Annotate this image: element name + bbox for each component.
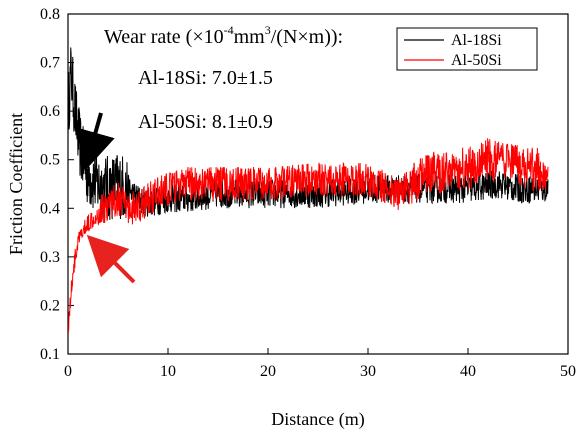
y-tick-label: 0.8 (40, 6, 60, 23)
x-tick-label: 50 (560, 363, 576, 380)
plot-frame (67, 13, 569, 355)
x-tick-label: 0 (64, 363, 72, 380)
y-axis-label: Friction Coefficient (6, 113, 26, 255)
legend: Al-18Si Al-50Si (396, 27, 538, 71)
wear-rate-al50si: Al-50Si: 8.1±0.9 (138, 111, 273, 133)
y-tick-label: 0.2 (40, 297, 60, 314)
wear-rate-prefix: Wear rate (×10 (104, 26, 224, 48)
y-tick-label: 0.7 (40, 55, 60, 72)
y-tick-label: 0.4 (40, 200, 60, 217)
y-tick-label: 0.5 (40, 152, 60, 169)
wear-rate-al18si: Al-18Si: 7.0±1.5 (138, 67, 273, 89)
wear-rate-exp2: 3 (265, 23, 271, 37)
x-tick-label: 30 (360, 363, 376, 380)
x-axis-label: Distance (m) (271, 409, 364, 430)
x-tick-label: 20 (260, 363, 276, 380)
wear-rate-mid: mm (234, 26, 266, 48)
x-tick-label: 10 (160, 363, 176, 380)
y-tick-label: 0.6 (40, 103, 60, 120)
legend-box (396, 27, 538, 71)
legend-label-al50si: Al-50Si (451, 52, 502, 69)
red-arrow (86, 234, 136, 284)
black-arrow (76, 112, 115, 172)
y-axis-ticks: 0.1 0.2 0.3 0.4 0.5 0.6 0.7 0.8 (40, 6, 74, 363)
wear-rate-tail: /(N×m)): (271, 26, 343, 48)
wear-rate-exp1: -4 (224, 23, 234, 37)
legend-label-al18si: Al-18Si (451, 32, 502, 49)
series-line-al-50si (68, 138, 549, 334)
series-layer (68, 47, 549, 334)
y-tick-label: 0.1 (40, 346, 60, 363)
y-tick-label: 0.3 (40, 249, 60, 266)
x-axis-ticks: 0 10 20 30 40 50 (64, 348, 576, 380)
wear-rate-title: Wear rate (×10-4mm3/(N×m)): (104, 23, 343, 48)
x-tick-label: 40 (460, 363, 476, 380)
